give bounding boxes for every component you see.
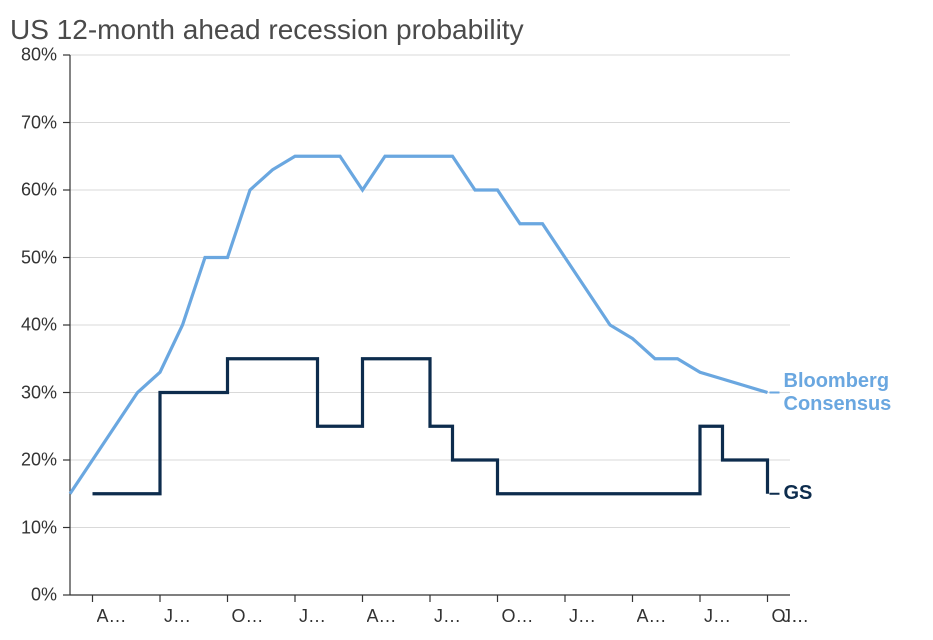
- x-tick-label: O…: [502, 606, 532, 627]
- series-label-bloomberg-consensus: BloombergConsensus: [784, 370, 892, 416]
- x-tick-label: J…: [704, 606, 731, 627]
- x-tick-label: A…: [367, 606, 397, 627]
- y-tick-label: 60%: [0, 180, 57, 201]
- y-tick-label: 30%: [0, 382, 57, 403]
- chart-title: US 12-month ahead recession probability: [10, 14, 524, 46]
- y-tick-label: 10%: [0, 517, 57, 538]
- x-tick-label: A…: [97, 606, 127, 627]
- chart-svg: [0, 0, 933, 640]
- x-tick-label: J…: [164, 606, 191, 627]
- y-tick-label: 70%: [0, 112, 57, 133]
- x-tick-label: O…: [232, 606, 262, 627]
- y-tick-label: 20%: [0, 450, 57, 471]
- x-tick-label: J…: [782, 606, 809, 627]
- series-label-gs: GS: [784, 482, 813, 505]
- y-tick-label: 40%: [0, 315, 57, 336]
- x-tick-label: J…: [299, 606, 326, 627]
- y-tick-label: 50%: [0, 247, 57, 268]
- x-tick-label: J…: [569, 606, 596, 627]
- y-tick-label: 0%: [0, 585, 57, 606]
- y-tick-label: 80%: [0, 45, 57, 66]
- x-tick-label: A…: [637, 606, 667, 627]
- chart-container: US 12-month ahead recession probability …: [0, 0, 933, 640]
- x-tick-label: J…: [434, 606, 461, 627]
